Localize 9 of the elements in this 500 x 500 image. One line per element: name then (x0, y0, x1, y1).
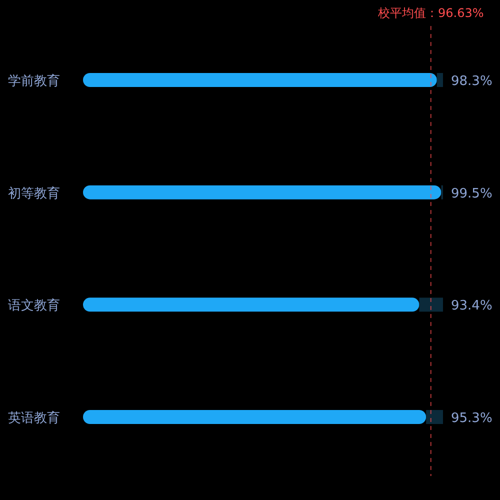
y-tick-label: 英语教育 (8, 410, 60, 426)
data-label: 99.5% (451, 186, 492, 202)
data-label: 95.3% (451, 411, 492, 426)
y-tick-label: 学前教育 (8, 73, 60, 89)
y-tick-label: 语文教育 (8, 298, 60, 314)
ref-line-label: 校平均值：96.63% (376, 6, 484, 20)
data-label: 98.3% (451, 74, 492, 89)
y-tick-label: 初等教育 (8, 185, 60, 202)
data-label: 93.4% (451, 298, 492, 314)
